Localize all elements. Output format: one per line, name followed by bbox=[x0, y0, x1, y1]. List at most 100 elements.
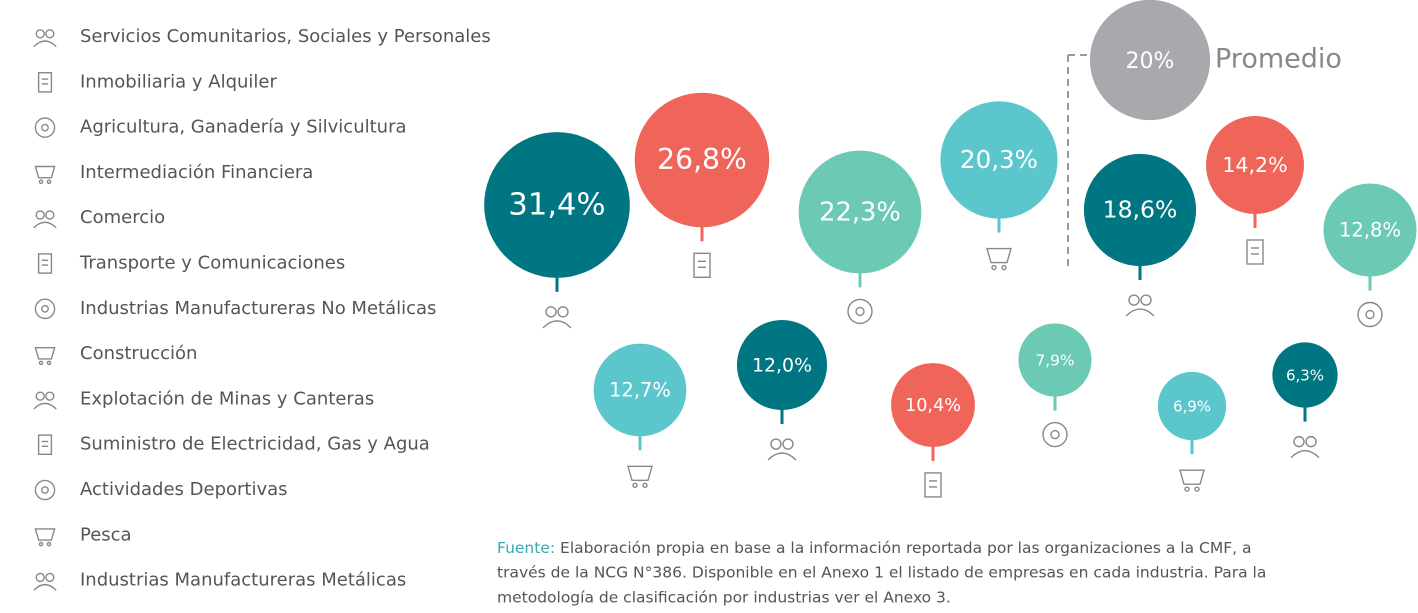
industry-icon bbox=[34, 298, 56, 320]
icon-part bbox=[1357, 301, 1383, 328]
bubble bbox=[891, 363, 975, 447]
icon-part bbox=[1194, 486, 1200, 492]
icon-part bbox=[34, 347, 56, 360]
legend-label: Transporte y Comunicaciones bbox=[79, 253, 345, 274]
icon-part bbox=[1128, 294, 1140, 306]
icon-part bbox=[1184, 486, 1190, 492]
legend-label: Inmobiliaria y Alquiler bbox=[80, 71, 277, 92]
icon-part bbox=[1050, 429, 1060, 440]
icon-part bbox=[557, 306, 569, 318]
industry-icon bbox=[542, 306, 572, 329]
icon-part bbox=[642, 482, 648, 489]
icon-part bbox=[545, 306, 557, 318]
bubble bbox=[736, 319, 828, 411]
icon-part bbox=[782, 438, 794, 450]
industry-icon bbox=[1042, 421, 1068, 448]
bubble-label: 26,8% bbox=[657, 143, 747, 176]
legend-label: Construcción bbox=[80, 343, 197, 364]
icon-part bbox=[34, 117, 56, 138]
icon-part bbox=[632, 482, 638, 489]
icon-part bbox=[855, 306, 865, 317]
legend-label: Industrias Manufactureras No Metálicas bbox=[80, 298, 436, 319]
icon-part bbox=[38, 541, 44, 547]
industry-icon bbox=[693, 252, 711, 278]
icon-part bbox=[33, 221, 57, 229]
industry-icon bbox=[33, 572, 57, 591]
icon-part bbox=[1179, 469, 1205, 485]
bubble bbox=[1206, 116, 1304, 214]
bubble-label: 22,3% bbox=[819, 198, 901, 228]
bubble-label: 7,9% bbox=[1036, 352, 1075, 370]
icon-part bbox=[986, 247, 1012, 264]
industry-icon bbox=[34, 528, 56, 547]
icon-part bbox=[41, 123, 49, 132]
bubble bbox=[484, 132, 630, 278]
icon-part bbox=[847, 298, 873, 325]
icon-part bbox=[33, 40, 57, 48]
source-line: Elaboración propia en base a la informac… bbox=[560, 539, 1251, 557]
industry-icon bbox=[847, 298, 873, 325]
icon-part bbox=[542, 320, 572, 329]
icon-part bbox=[46, 360, 52, 366]
bubble-label: 18,6% bbox=[1103, 196, 1178, 224]
icon-part bbox=[45, 391, 55, 401]
icon-part bbox=[34, 528, 56, 541]
icon-part bbox=[35, 29, 45, 39]
industry-icon bbox=[37, 434, 53, 456]
icon-part bbox=[1001, 264, 1007, 271]
bubble-label: 10,4% bbox=[905, 396, 961, 416]
legend-label: Agricultura, Ganadería y Silvicultura bbox=[80, 117, 407, 138]
industry-icon bbox=[34, 117, 56, 138]
legend-label: Explotación de Minas y Canteras bbox=[80, 388, 374, 409]
icon-part bbox=[37, 71, 53, 93]
icon-part bbox=[34, 165, 56, 179]
industry-icon bbox=[767, 438, 797, 461]
legend-label: Actividades Deportivas bbox=[80, 479, 288, 500]
industry-icon bbox=[924, 472, 942, 498]
legend-label: Servicios Comunitarios, Sociales y Perso… bbox=[80, 26, 491, 47]
icon-part bbox=[35, 210, 45, 220]
industry-icon bbox=[37, 253, 53, 274]
bubble-label: 14,2% bbox=[1222, 153, 1287, 177]
bubble bbox=[1018, 323, 1092, 397]
icon-part bbox=[34, 479, 56, 501]
industry-icon bbox=[1125, 294, 1155, 317]
legend-label: Intermediación Financiera bbox=[80, 162, 313, 183]
icon-part bbox=[1365, 309, 1375, 320]
industry-icon bbox=[33, 210, 57, 229]
icon-part bbox=[627, 465, 653, 482]
bubble bbox=[940, 101, 1058, 219]
bubble bbox=[1157, 371, 1227, 441]
icon-part bbox=[46, 179, 52, 184]
industry-icon bbox=[1357, 301, 1383, 328]
bubble-label: 6,3% bbox=[1286, 367, 1324, 385]
icon-part bbox=[38, 360, 44, 366]
industry-icon bbox=[1290, 435, 1320, 459]
industry-icon bbox=[37, 71, 53, 93]
icon-part bbox=[1305, 435, 1317, 448]
industry-icon bbox=[34, 479, 56, 501]
icon-part bbox=[1042, 421, 1068, 448]
bubble-label: 20,3% bbox=[960, 145, 1038, 174]
icon-part bbox=[45, 29, 55, 39]
icon-part bbox=[1293, 435, 1305, 448]
icon-part bbox=[35, 572, 45, 583]
icon-part bbox=[991, 264, 997, 271]
icon-part bbox=[37, 434, 53, 456]
industry-icon bbox=[33, 391, 57, 410]
icon-part bbox=[924, 472, 942, 498]
icon-part bbox=[37, 253, 53, 274]
bubble bbox=[1272, 342, 1338, 408]
source: Fuente: Elaboración propia en base a la … bbox=[497, 539, 1251, 557]
industry-icon bbox=[627, 465, 653, 489]
legend-label: Comercio bbox=[80, 207, 165, 228]
industry-icon bbox=[1179, 469, 1205, 492]
bubble-label: 12,8% bbox=[1339, 219, 1401, 242]
legend-label: Pesca bbox=[80, 524, 132, 545]
bubble bbox=[593, 343, 687, 437]
legend-label: Suministro de Electricidad, Gas y Agua bbox=[80, 434, 430, 455]
icon-part bbox=[767, 452, 797, 461]
source-line: metodología de clasificación por industr… bbox=[497, 589, 951, 607]
average-name: Promedio bbox=[1215, 44, 1342, 75]
